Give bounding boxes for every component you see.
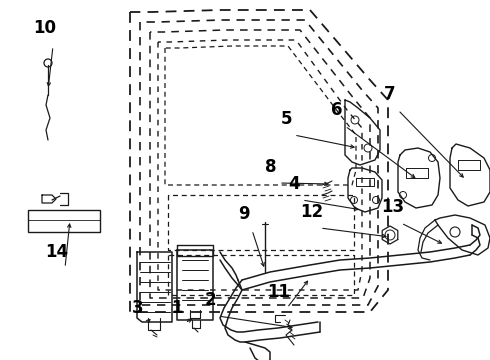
Circle shape: [450, 227, 460, 237]
Text: 3: 3: [132, 299, 144, 317]
Text: 6: 6: [331, 101, 343, 119]
Text: 5: 5: [280, 110, 292, 128]
Text: 8: 8: [265, 158, 277, 176]
Text: 1: 1: [171, 299, 183, 317]
Text: 11: 11: [268, 283, 291, 301]
Text: 4: 4: [288, 175, 300, 193]
Text: 7: 7: [384, 85, 396, 103]
Text: 9: 9: [238, 205, 250, 223]
Text: 2: 2: [204, 291, 216, 309]
Text: 10: 10: [33, 19, 56, 37]
Bar: [28, 210, 100, 232]
Text: 12: 12: [300, 203, 323, 221]
Text: 14: 14: [46, 243, 69, 261]
Text: 13: 13: [381, 198, 405, 216]
